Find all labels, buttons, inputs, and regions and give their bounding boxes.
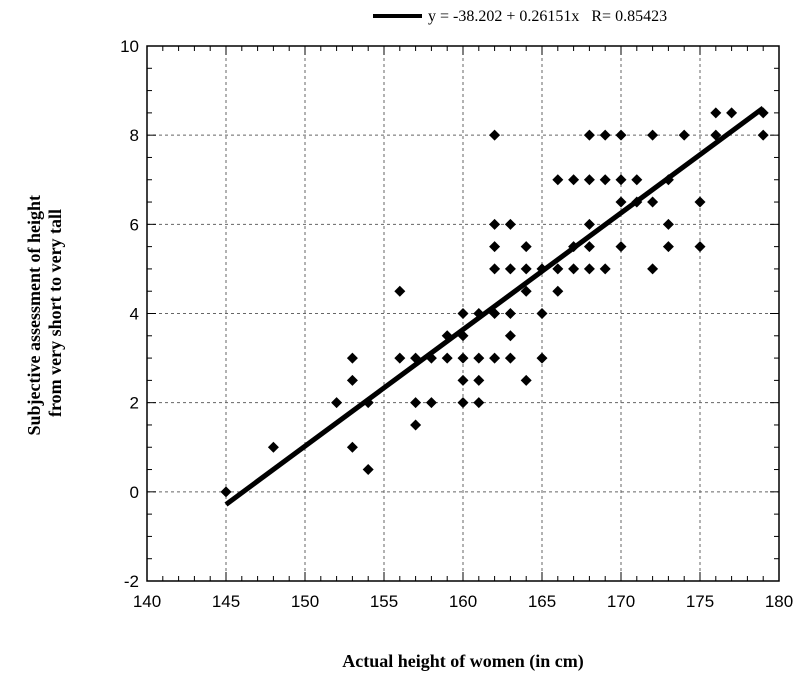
data-point [473, 397, 485, 409]
data-point [489, 241, 501, 253]
y-tick-label: 0 [130, 483, 139, 502]
data-point [473, 352, 485, 364]
data-point [331, 397, 343, 409]
x-tick-label: 160 [449, 592, 477, 611]
data-point [647, 196, 659, 208]
data-point [457, 374, 469, 386]
data-point [599, 129, 611, 141]
y-axis-tick-labels: -2 0 2 4 6 8 10 [120, 37, 139, 591]
data-point [346, 441, 358, 453]
data-point [457, 308, 469, 319]
y-tick-label: -2 [124, 572, 139, 591]
x-tick-label: 140 [133, 592, 161, 611]
data-point [583, 218, 595, 230]
legend-label: y = -38.202 + 0.26151x R= 0.85423 [428, 8, 667, 25]
legend: y = -38.202 + 0.26151x R= 0.85423 [373, 8, 667, 25]
data-point [552, 174, 564, 186]
data-point [568, 263, 580, 275]
data-point [457, 352, 469, 364]
data-point [520, 285, 532, 297]
data-point [568, 174, 580, 186]
data-point [504, 218, 516, 230]
data-point [583, 263, 595, 275]
data-point [552, 285, 564, 297]
data-point [631, 174, 643, 186]
data-point [394, 285, 406, 297]
data-point [583, 174, 595, 186]
y-axis-title-line-2: from very short to very tall [45, 209, 65, 417]
data-point [583, 241, 595, 253]
data-point [504, 308, 516, 319]
data-point [504, 352, 516, 364]
data-point [647, 129, 659, 141]
data-point [662, 241, 674, 253]
data-point [520, 263, 532, 275]
data-point [599, 174, 611, 186]
y-tick-label: 10 [120, 37, 139, 56]
data-point [615, 196, 627, 208]
data-point [489, 218, 501, 230]
data-point [615, 129, 627, 141]
axis-ticks [146, 45, 780, 582]
data-point [552, 263, 564, 275]
data-point [410, 419, 422, 431]
data-point [678, 129, 690, 141]
data-point [489, 263, 501, 275]
data-point [536, 308, 548, 319]
data-point [615, 241, 627, 253]
data-point [694, 241, 706, 253]
x-tick-label: 175 [686, 592, 714, 611]
data-point [457, 397, 469, 409]
y-tick-label: 8 [130, 126, 139, 145]
data-point [520, 374, 532, 386]
y-tick-label: 2 [130, 394, 139, 413]
x-axis-tick-labels: 140 145 150 155 160 165 170 175 180 [133, 592, 793, 611]
data-point [425, 397, 437, 409]
y-axis-title-line-1: Subjective assessment of height [24, 195, 44, 436]
data-point [441, 352, 453, 364]
data-point [346, 374, 358, 386]
data-point [536, 352, 548, 364]
x-tick-label: 165 [528, 592, 556, 611]
regression-line [224, 106, 765, 507]
data-point [489, 129, 501, 141]
data-point [520, 241, 532, 253]
data-point [647, 263, 659, 275]
data-point [726, 107, 738, 119]
y-axis-title: Subjective assessment of height from ver… [24, 191, 65, 436]
y-tick-label: 4 [130, 305, 139, 324]
x-tick-label: 155 [370, 592, 398, 611]
data-point [757, 129, 769, 141]
data-point [583, 129, 595, 141]
data-point [504, 263, 516, 275]
x-tick-label: 170 [607, 592, 635, 611]
data-point [504, 330, 516, 342]
data-point [662, 218, 674, 230]
data-point [615, 174, 627, 186]
data-point [394, 352, 406, 364]
x-tick-label: 150 [291, 592, 319, 611]
data-point [267, 441, 279, 453]
x-tick-label: 145 [212, 592, 240, 611]
y-tick-label: 6 [130, 215, 139, 234]
data-point [220, 486, 232, 498]
data-point [694, 196, 706, 208]
data-point [410, 397, 422, 409]
x-axis-title: Actual height of women (in cm) [342, 651, 583, 672]
data-point [599, 263, 611, 275]
data-point [489, 352, 501, 364]
x-tick-label: 180 [765, 592, 793, 611]
data-point [710, 107, 722, 119]
data-points [220, 107, 769, 498]
data-point [362, 464, 374, 476]
data-point [346, 352, 358, 364]
data-point [473, 374, 485, 386]
